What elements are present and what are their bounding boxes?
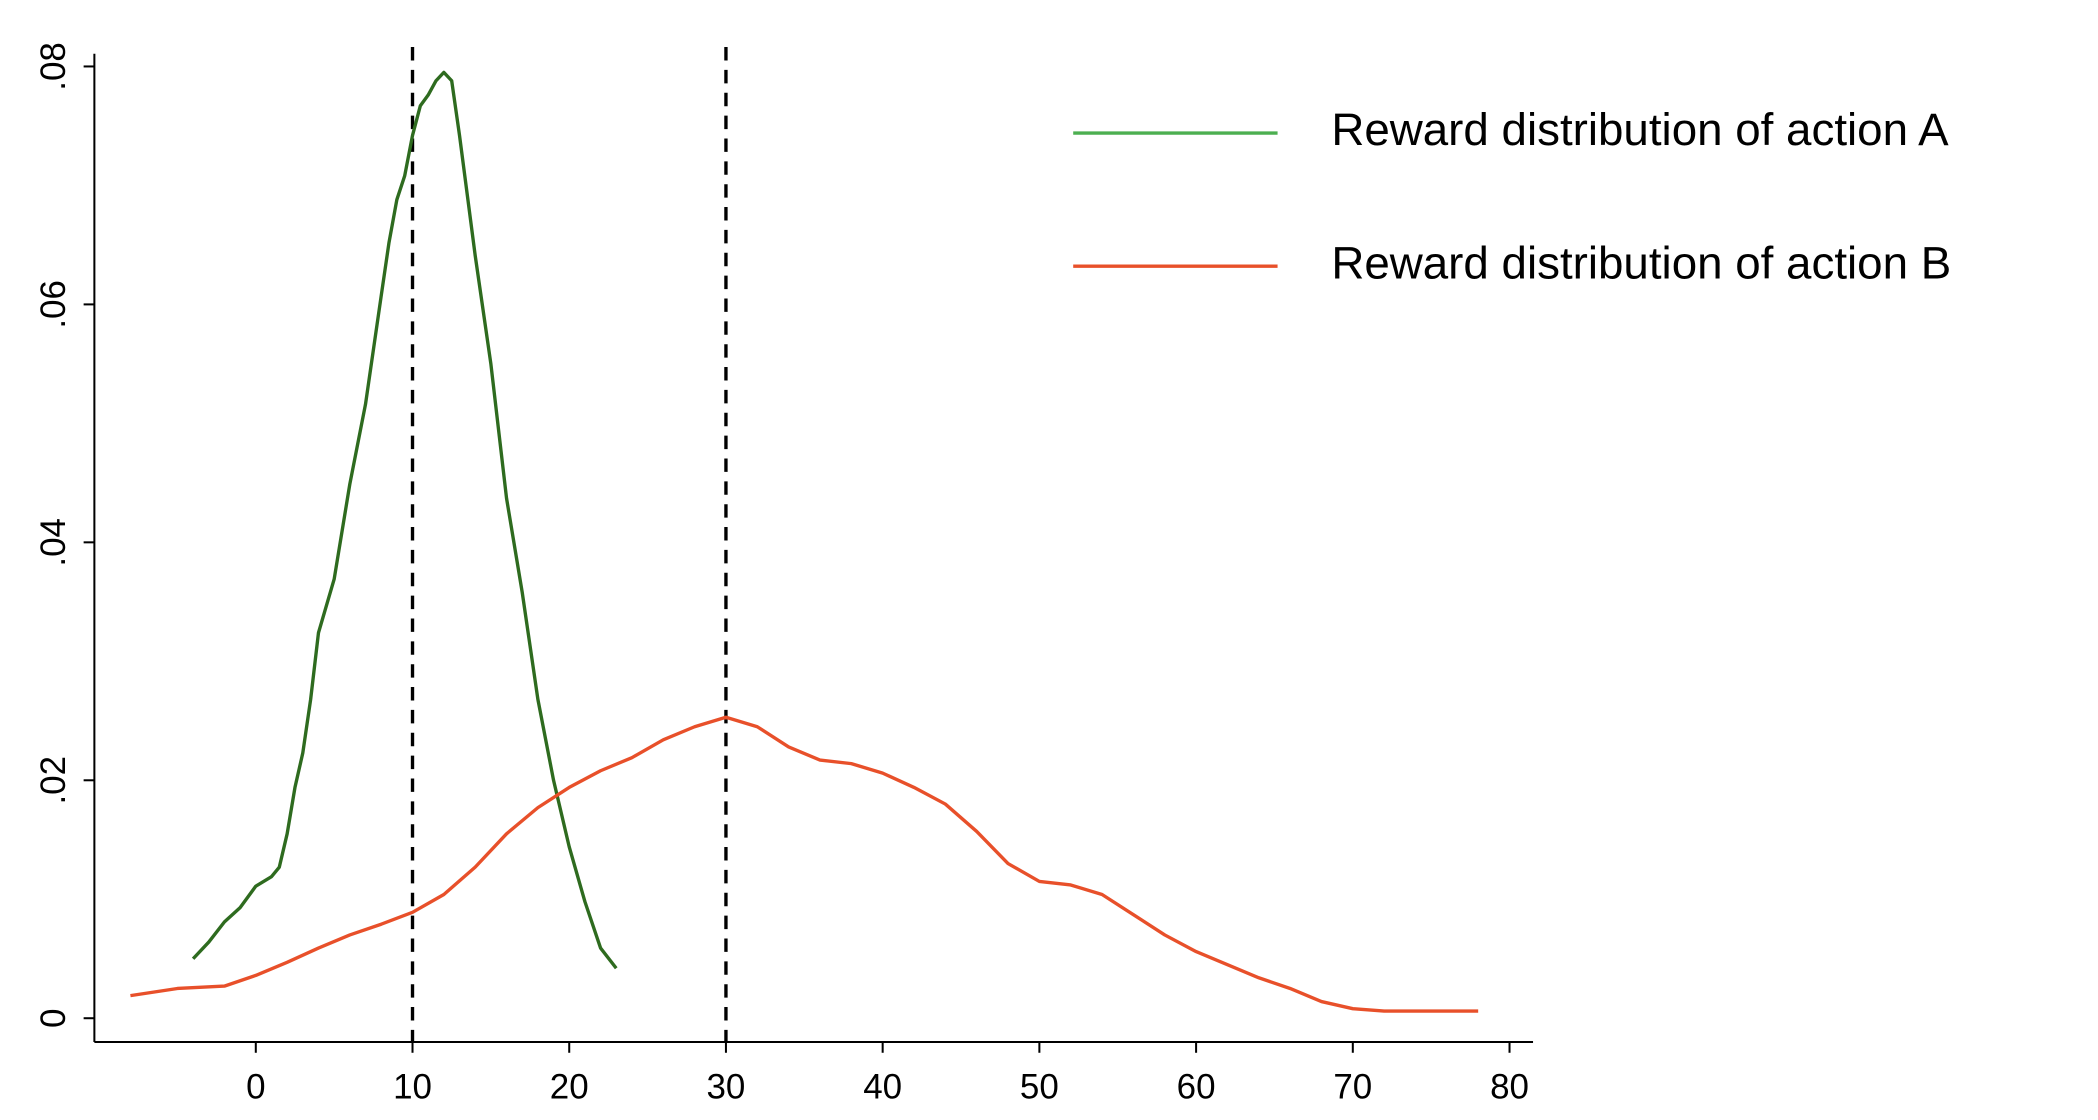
x-tick-label: 10 (393, 1067, 432, 1106)
x-tick-label: 70 (1333, 1067, 1372, 1106)
legend-label: Reward distribution of action B (1331, 237, 1951, 288)
series-line (191, 70, 618, 970)
y-tick-label: .06 (34, 280, 73, 329)
x-tick-label: 40 (863, 1067, 902, 1106)
x-tick-label: 20 (550, 1067, 589, 1106)
x-tick-label: 30 (707, 1067, 746, 1106)
y-tick-label: .08 (34, 42, 73, 91)
y-tick-label: .02 (34, 756, 73, 805)
x-tick-label: 0 (246, 1067, 265, 1106)
x-tick-label: 60 (1177, 1067, 1216, 1106)
x-tick-label: 80 (1490, 1067, 1529, 1106)
series-line (130, 715, 1479, 1013)
y-tick-label: 0 (34, 1009, 73, 1028)
y-tick-label: .04 (34, 518, 73, 567)
x-tick-label: 50 (1020, 1067, 1059, 1106)
legend-label: Reward distribution of action A (1331, 104, 1949, 155)
